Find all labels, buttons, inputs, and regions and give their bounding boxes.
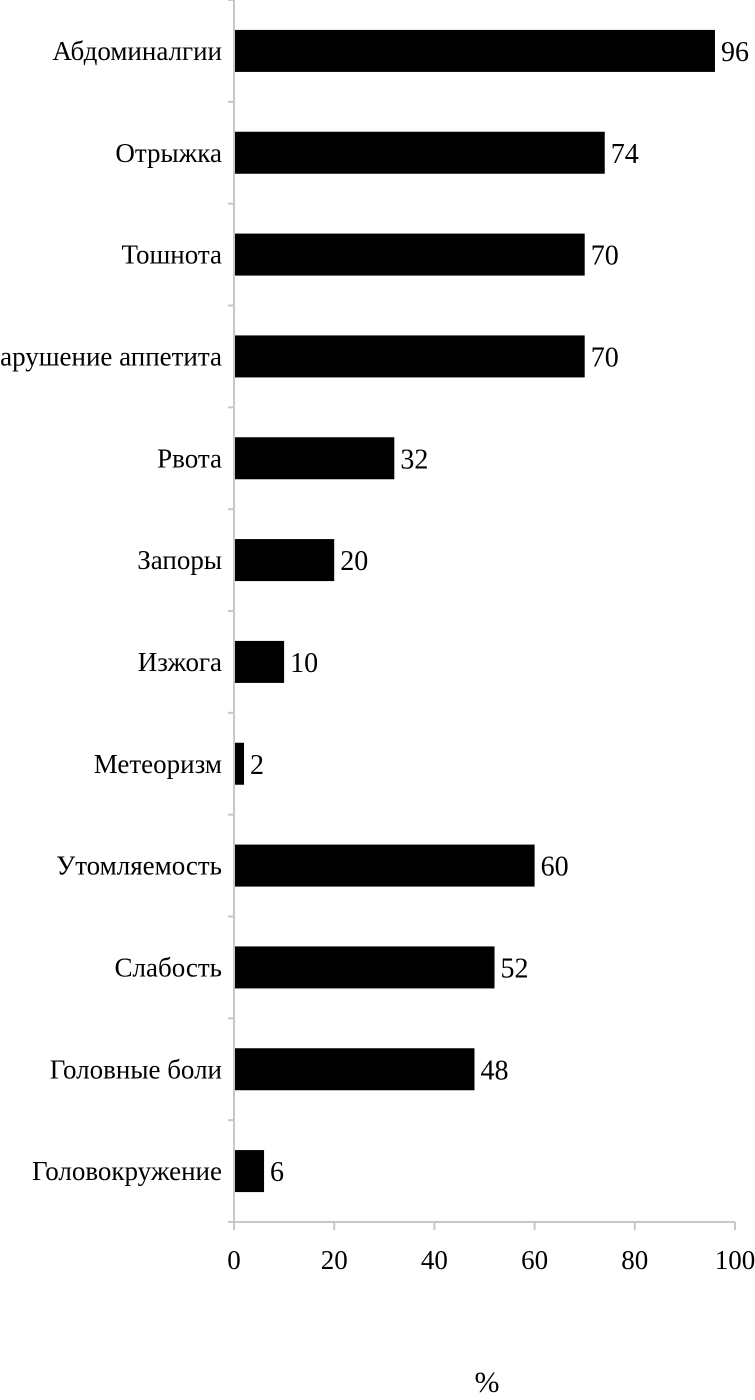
data-label: 2 bbox=[250, 750, 264, 781]
category-label: Утомляемость bbox=[56, 851, 222, 881]
category-label: Абдоминалгии bbox=[52, 36, 222, 66]
axes-group bbox=[228, 0, 736, 1230]
x-tick-label: 100 bbox=[715, 1245, 755, 1275]
category-label: Слабость bbox=[115, 952, 222, 982]
x-tick-label: 40 bbox=[421, 1245, 448, 1275]
bar bbox=[234, 742, 245, 785]
category-label: Рвота bbox=[157, 443, 222, 473]
data-label: 74 bbox=[611, 139, 639, 170]
labels-group: 0 20 40 60 80 100 Абдоминалгии 96 Отрыжка 74 Тошно… bbox=[0, 36, 755, 1275]
x-tick-label: 0 bbox=[227, 1245, 241, 1275]
data-label: 70 bbox=[591, 241, 619, 272]
bar bbox=[234, 1048, 475, 1091]
category-label: Запоры bbox=[137, 545, 222, 575]
bar bbox=[234, 335, 585, 378]
data-label: 96 bbox=[721, 37, 749, 68]
x-tick-label: 60 bbox=[521, 1245, 548, 1275]
bar bbox=[234, 437, 395, 480]
data-label: 10 bbox=[290, 648, 318, 679]
category-label: Головные боли bbox=[50, 1054, 222, 1084]
category-label: Головокружение bbox=[32, 1156, 222, 1186]
data-label: 32 bbox=[400, 444, 428, 475]
data-label: 70 bbox=[591, 342, 619, 373]
bar bbox=[234, 539, 335, 582]
data-label: 20 bbox=[340, 546, 368, 577]
bar bbox=[234, 844, 535, 887]
category-label: Метеоризм bbox=[94, 749, 222, 779]
bar bbox=[234, 131, 605, 174]
x-tick-label: 80 bbox=[621, 1245, 648, 1275]
data-label: 6 bbox=[270, 1157, 284, 1188]
category-label: Изжога bbox=[138, 647, 222, 677]
bars-group bbox=[234, 29, 715, 1193]
data-label: 52 bbox=[501, 953, 529, 984]
bar bbox=[234, 640, 285, 683]
category-label: Нарушение аппетита bbox=[0, 341, 222, 371]
bar bbox=[234, 29, 715, 72]
x-tick-label: 20 bbox=[321, 1245, 348, 1275]
data-label: 48 bbox=[480, 1055, 508, 1086]
bar bbox=[234, 1150, 265, 1193]
category-label: Тошнота bbox=[122, 240, 222, 270]
data-label: 60 bbox=[541, 852, 569, 883]
category-label: Отрыжка bbox=[115, 138, 222, 168]
x-axis-title: % bbox=[475, 1366, 500, 1399]
bar bbox=[234, 946, 495, 989]
bar bbox=[234, 233, 585, 276]
